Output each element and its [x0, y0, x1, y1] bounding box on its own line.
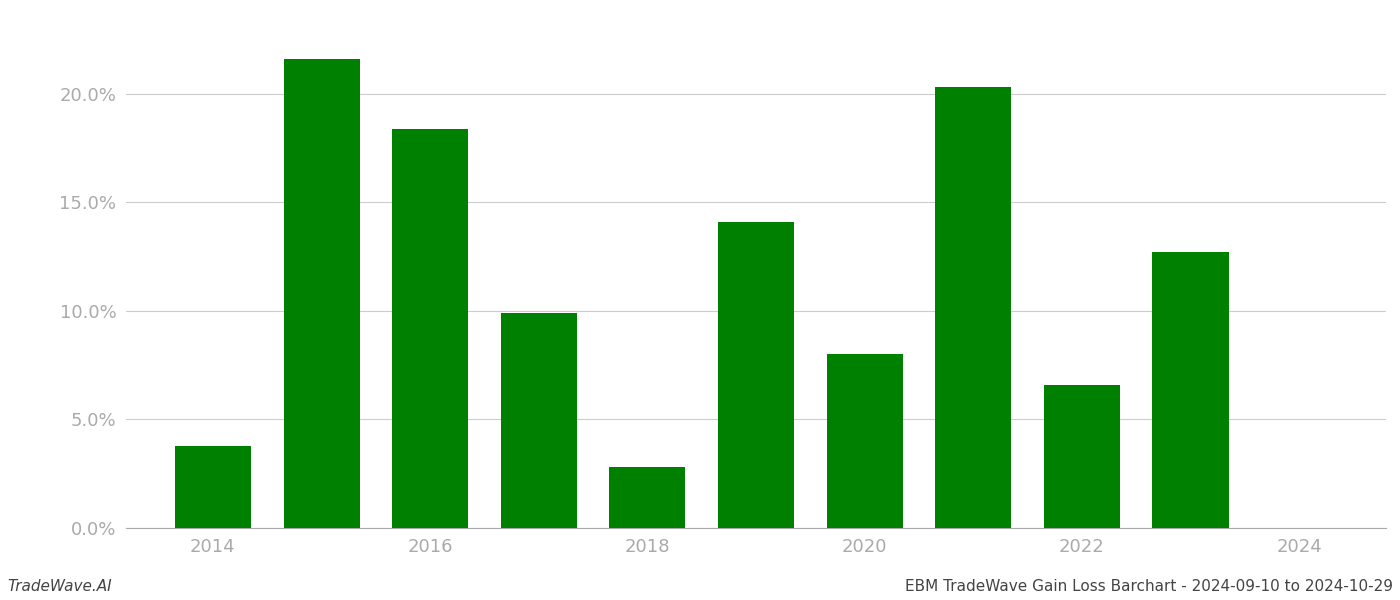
Bar	[609, 467, 686, 528]
Bar	[935, 88, 1011, 528]
Bar	[284, 59, 360, 528]
Bar	[718, 222, 794, 528]
Bar	[826, 355, 903, 528]
Bar	[392, 128, 468, 528]
Text: EBM TradeWave Gain Loss Barchart - 2024-09-10 to 2024-10-29: EBM TradeWave Gain Loss Barchart - 2024-…	[904, 579, 1393, 594]
Bar	[501, 313, 577, 528]
Bar	[1044, 385, 1120, 528]
Bar	[175, 446, 251, 528]
Text: TradeWave.AI: TradeWave.AI	[7, 579, 112, 594]
Bar	[1152, 253, 1229, 528]
